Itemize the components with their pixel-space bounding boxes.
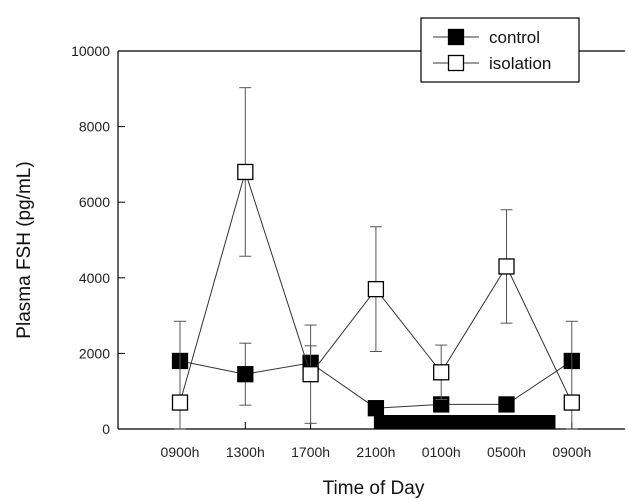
legend-label: control [489, 28, 540, 47]
data-point [237, 366, 254, 383]
legend: control isolation [420, 17, 580, 83]
x-tick-label: 1300h [226, 444, 265, 460]
data-point [367, 280, 385, 298]
legend-marker [447, 28, 465, 46]
y-tick-label: 6000 [79, 194, 110, 210]
data-point [433, 364, 450, 381]
dark-period-bar [373, 415, 556, 429]
y-tick-label: 4000 [79, 270, 110, 286]
data-point [237, 163, 254, 181]
y-tick-label: 8000 [79, 119, 110, 135]
y-axis: 0 2000 4000 6000 8000 10000 [71, 43, 125, 437]
y-axis-title: Plasma FSH (pg/mL) [14, 161, 35, 338]
data-point [302, 366, 319, 383]
y-tick-label: 2000 [79, 345, 110, 361]
legend-box [420, 17, 580, 83]
series-isolation [171, 87, 580, 430]
x-tick-label: 1700h [291, 444, 330, 460]
data-point [171, 394, 189, 411]
y-tick-label: 0 [102, 421, 110, 437]
x-tick-label: 0900h [161, 444, 200, 460]
series-layer [171, 87, 580, 430]
series-control [171, 342, 580, 417]
dark-period-rect [373, 415, 556, 429]
legend-marker [447, 54, 465, 72]
data-point [498, 396, 515, 413]
x-tick-label: 0100h [422, 444, 461, 460]
y-tick-label: 10000 [71, 43, 110, 59]
x-tick-label: 2100h [356, 444, 395, 460]
data-point [498, 258, 515, 275]
x-tick-label: 0900h [552, 444, 591, 460]
data-point [367, 400, 385, 417]
data-point [563, 394, 580, 411]
x-tick-label: 0500h [487, 444, 526, 460]
x-axis-title: Time of Day [323, 478, 425, 499]
legend-label: isolation [489, 54, 551, 73]
plot-frame [117, 50, 625, 430]
